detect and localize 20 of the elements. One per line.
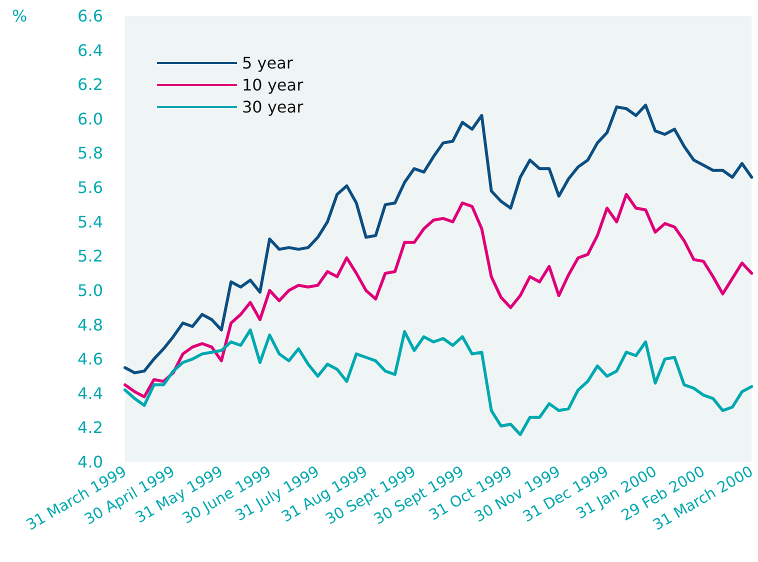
y-tick-label: 6.2 — [78, 75, 103, 94]
y-tick-label: 6.4 — [78, 40, 103, 60]
y-tick-label: 4.2 — [78, 418, 103, 438]
y-tick-label: 5.2 — [78, 246, 103, 266]
y-tick-label: 5.6 — [78, 178, 103, 198]
y-tick-label: 5.8 — [78, 144, 103, 163]
y-tick-label: 4.0 — [78, 452, 103, 472]
legend-label: 10 year — [242, 76, 304, 94]
line-series — [124, 328, 754, 436]
y-tick-label: 6.0 — [78, 109, 103, 128]
y-tick-label: 5.4 — [78, 212, 103, 232]
y-tick-label: 4.6 — [78, 350, 103, 369]
y-tick-label: 6.6 — [78, 6, 103, 26]
y-tick-label: 4.8 — [78, 315, 103, 334]
legend-label: 5 year — [242, 54, 294, 72]
legend-label: 30 year — [242, 98, 304, 116]
line-series — [124, 192, 754, 398]
y-tick-label: 4.4 — [78, 384, 103, 403]
y-axis-title: % — [12, 6, 28, 26]
y-tick-label: 5.0 — [78, 280, 103, 300]
